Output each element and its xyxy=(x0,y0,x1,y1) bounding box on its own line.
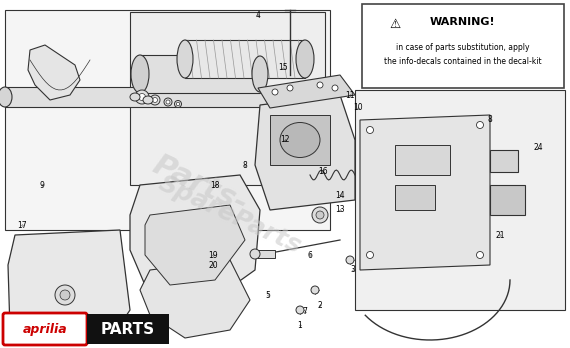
Text: 14: 14 xyxy=(335,190,345,199)
Text: 8: 8 xyxy=(487,116,492,125)
Bar xyxy=(490,150,518,172)
Text: 4: 4 xyxy=(255,10,260,19)
Text: 12: 12 xyxy=(280,135,290,144)
Circle shape xyxy=(166,100,170,104)
Text: 1: 1 xyxy=(298,321,302,330)
Circle shape xyxy=(55,285,75,305)
Bar xyxy=(140,55,260,93)
Text: 10: 10 xyxy=(353,103,363,112)
Polygon shape xyxy=(145,205,245,285)
Polygon shape xyxy=(258,75,355,108)
Circle shape xyxy=(164,98,172,106)
Text: 15: 15 xyxy=(278,63,288,72)
Ellipse shape xyxy=(252,56,268,92)
Text: aprilia: aprilia xyxy=(23,324,67,337)
Circle shape xyxy=(367,252,373,259)
Circle shape xyxy=(296,306,304,314)
Polygon shape xyxy=(28,45,80,100)
Polygon shape xyxy=(255,95,355,210)
Ellipse shape xyxy=(131,55,149,93)
Text: Parts-: Parts- xyxy=(148,150,252,220)
Polygon shape xyxy=(360,115,490,270)
Bar xyxy=(395,145,450,175)
Text: 13: 13 xyxy=(335,206,345,214)
Polygon shape xyxy=(5,10,330,230)
Text: 2: 2 xyxy=(317,301,323,309)
Circle shape xyxy=(272,89,278,95)
Text: 3: 3 xyxy=(351,266,356,275)
Circle shape xyxy=(150,95,160,105)
Text: 24: 24 xyxy=(533,143,543,152)
Circle shape xyxy=(311,286,319,294)
Text: PARTS: PARTS xyxy=(101,323,155,338)
Ellipse shape xyxy=(0,87,12,107)
Text: 11: 11 xyxy=(345,90,355,100)
Circle shape xyxy=(139,94,145,101)
Circle shape xyxy=(312,207,328,223)
Bar xyxy=(255,250,275,258)
Circle shape xyxy=(174,101,181,108)
Ellipse shape xyxy=(280,122,320,158)
Ellipse shape xyxy=(143,96,153,104)
Circle shape xyxy=(477,121,483,128)
Bar xyxy=(395,185,435,210)
FancyBboxPatch shape xyxy=(87,314,169,344)
Circle shape xyxy=(287,85,293,91)
Circle shape xyxy=(135,90,149,104)
Bar xyxy=(185,40,305,78)
Circle shape xyxy=(332,85,338,91)
Bar xyxy=(490,185,525,215)
Polygon shape xyxy=(140,260,250,338)
Bar xyxy=(270,115,330,165)
Circle shape xyxy=(250,249,260,259)
Ellipse shape xyxy=(177,40,193,78)
Text: 7: 7 xyxy=(303,308,307,316)
Ellipse shape xyxy=(130,93,140,101)
Circle shape xyxy=(176,102,180,106)
Polygon shape xyxy=(130,175,260,300)
Text: 6: 6 xyxy=(308,251,312,260)
Text: 21: 21 xyxy=(495,230,505,239)
Circle shape xyxy=(153,97,157,103)
FancyBboxPatch shape xyxy=(3,313,87,345)
Text: 16: 16 xyxy=(318,167,328,176)
Text: WARNING!: WARNING! xyxy=(430,17,496,27)
Circle shape xyxy=(477,252,483,259)
FancyBboxPatch shape xyxy=(362,4,564,88)
Polygon shape xyxy=(355,90,565,310)
Text: 19: 19 xyxy=(208,251,218,260)
Text: 8: 8 xyxy=(243,160,247,169)
Text: 18: 18 xyxy=(210,181,220,190)
Circle shape xyxy=(60,290,70,300)
Text: 20: 20 xyxy=(208,261,218,269)
Text: 9: 9 xyxy=(39,181,44,190)
Ellipse shape xyxy=(296,40,314,78)
Text: 5: 5 xyxy=(266,291,270,300)
Circle shape xyxy=(316,211,324,219)
Circle shape xyxy=(367,127,373,134)
Text: in case of parts substitution, apply: in case of parts substitution, apply xyxy=(396,44,530,53)
Text: the info-decals contained in the decal-kit: the info-decals contained in the decal-k… xyxy=(384,57,542,66)
Text: 17: 17 xyxy=(17,221,27,229)
Text: ⚠: ⚠ xyxy=(389,17,401,31)
Text: SpareParts: SpareParts xyxy=(154,171,306,259)
Circle shape xyxy=(317,82,323,88)
Polygon shape xyxy=(130,12,325,185)
Bar xyxy=(5,87,285,107)
Circle shape xyxy=(346,256,354,264)
Polygon shape xyxy=(8,230,130,343)
